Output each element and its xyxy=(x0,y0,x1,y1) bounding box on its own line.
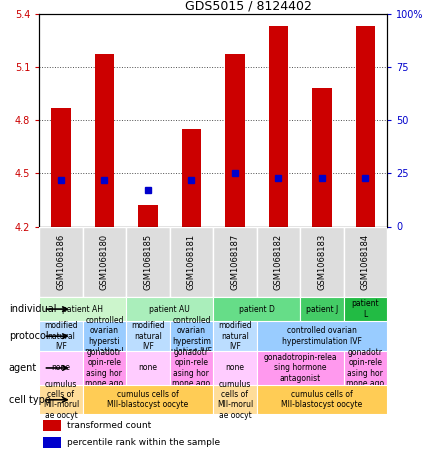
Text: patient J: patient J xyxy=(305,304,337,313)
Text: cumulus
cells of
MII-morul
ae oocyt: cumulus cells of MII-morul ae oocyt xyxy=(43,380,79,420)
Text: patient D: patient D xyxy=(238,304,274,313)
Text: GSM1068185: GSM1068185 xyxy=(143,234,152,289)
Text: GSM1068181: GSM1068181 xyxy=(187,234,195,289)
FancyBboxPatch shape xyxy=(213,351,256,385)
Text: modified
natural
IVF: modified natural IVF xyxy=(44,321,78,351)
Text: transformed count: transformed count xyxy=(67,421,151,430)
Text: patient
L: patient L xyxy=(351,299,378,319)
Text: none: none xyxy=(138,363,157,372)
Text: controlled
ovarian
hypersti
mulation I: controlled ovarian hypersti mulation I xyxy=(85,316,124,356)
Bar xyxy=(43,437,61,448)
Bar xyxy=(39,226,82,297)
FancyBboxPatch shape xyxy=(256,322,386,351)
Text: controlled
ovarian
hyperstim
ulation IVF: controlled ovarian hyperstim ulation IVF xyxy=(171,316,211,356)
Text: gonadotropin-relea
sing hormone
antagonist: gonadotropin-relea sing hormone antagoni… xyxy=(263,353,336,383)
Bar xyxy=(268,26,288,226)
Text: gonadotr
opin-rele
asing hor
mone ago: gonadotr opin-rele asing hor mone ago xyxy=(345,348,384,388)
FancyBboxPatch shape xyxy=(39,385,82,414)
Text: GSM1068184: GSM1068184 xyxy=(360,234,369,289)
FancyBboxPatch shape xyxy=(82,322,126,351)
Bar xyxy=(225,54,244,226)
FancyBboxPatch shape xyxy=(213,322,256,351)
Bar xyxy=(126,226,169,297)
Text: GSM1068186: GSM1068186 xyxy=(56,233,65,290)
Text: GSM1068187: GSM1068187 xyxy=(230,233,239,290)
Bar xyxy=(51,108,70,226)
FancyBboxPatch shape xyxy=(126,351,169,385)
Bar xyxy=(181,129,201,226)
Text: individual: individual xyxy=(9,304,56,314)
Text: modified
natural
IVF: modified natural IVF xyxy=(217,321,251,351)
Bar xyxy=(95,54,114,226)
Text: GSM1068180: GSM1068180 xyxy=(100,234,108,289)
Text: controlled ovarian
hyperstimulation IVF: controlled ovarian hyperstimulation IVF xyxy=(281,327,361,346)
FancyBboxPatch shape xyxy=(213,297,299,322)
Text: gonadotr
opin-rele
asing hor
mone ago: gonadotr opin-rele asing hor mone ago xyxy=(172,348,210,388)
FancyBboxPatch shape xyxy=(39,351,82,385)
Bar xyxy=(343,226,386,297)
Text: cumulus cells of
MII-blastocyst oocyte: cumulus cells of MII-blastocyst oocyte xyxy=(281,390,362,410)
Bar xyxy=(138,205,158,226)
Text: percentile rank within the sample: percentile rank within the sample xyxy=(67,438,220,447)
Text: none: none xyxy=(51,363,70,372)
FancyBboxPatch shape xyxy=(299,297,343,322)
Text: cell type: cell type xyxy=(9,395,50,405)
Title: GDS5015 / 8124402: GDS5015 / 8124402 xyxy=(184,0,311,12)
Text: cumulus
cells of
MII-morul
ae oocyt: cumulus cells of MII-morul ae oocyt xyxy=(216,380,253,420)
FancyBboxPatch shape xyxy=(126,322,169,351)
FancyBboxPatch shape xyxy=(213,385,256,414)
FancyBboxPatch shape xyxy=(82,385,213,414)
Text: GSM1068183: GSM1068183 xyxy=(317,233,326,290)
Bar xyxy=(43,420,61,431)
FancyBboxPatch shape xyxy=(256,351,343,385)
Text: modified
natural
IVF: modified natural IVF xyxy=(131,321,164,351)
Text: protocol: protocol xyxy=(9,331,48,341)
Bar xyxy=(213,226,256,297)
Bar xyxy=(256,226,299,297)
FancyBboxPatch shape xyxy=(82,351,126,385)
Bar xyxy=(82,226,126,297)
FancyBboxPatch shape xyxy=(343,297,386,322)
Bar xyxy=(299,226,343,297)
Text: none: none xyxy=(225,363,244,372)
Bar xyxy=(355,26,375,226)
Text: GSM1068182: GSM1068182 xyxy=(273,234,282,289)
FancyBboxPatch shape xyxy=(39,322,82,351)
FancyBboxPatch shape xyxy=(126,297,213,322)
Bar xyxy=(312,88,331,226)
FancyBboxPatch shape xyxy=(343,351,386,385)
FancyBboxPatch shape xyxy=(169,322,213,351)
Text: gonadotr
opin-rele
asing hor
mone ago: gonadotr opin-rele asing hor mone ago xyxy=(85,348,123,388)
FancyBboxPatch shape xyxy=(169,351,213,385)
Text: agent: agent xyxy=(9,363,37,373)
Bar xyxy=(169,226,213,297)
Text: patient AH: patient AH xyxy=(62,304,103,313)
FancyBboxPatch shape xyxy=(256,385,386,414)
Text: patient AU: patient AU xyxy=(149,304,190,313)
FancyBboxPatch shape xyxy=(39,297,126,322)
Text: cumulus cells of
MII-blastocyst oocyte: cumulus cells of MII-blastocyst oocyte xyxy=(107,390,188,410)
